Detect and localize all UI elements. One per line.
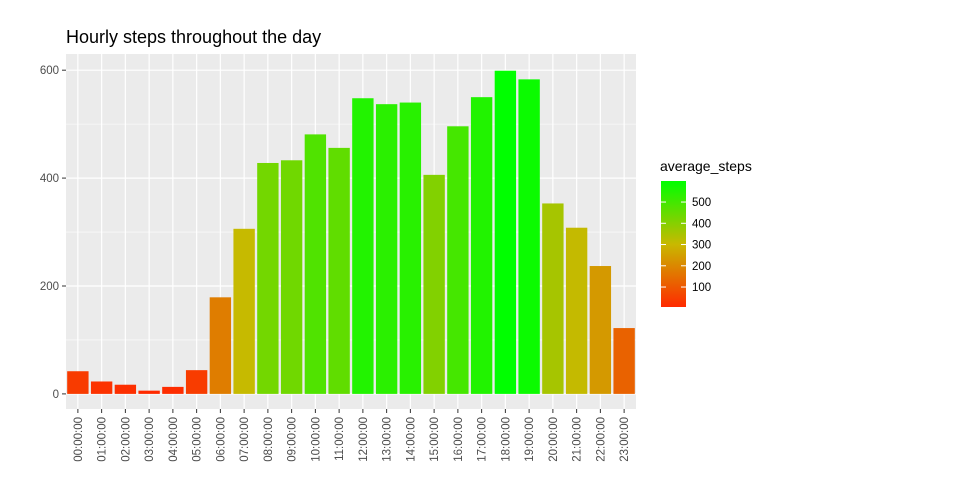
bar-23:00:00 [613,328,635,394]
bar-00:00:00 [67,371,89,394]
x-tick-label: 10:00:00 [310,417,322,462]
x-tick-label: 13:00:00 [382,417,394,462]
x-tick-label: 11:00:00 [334,417,346,461]
y-tick-label: 600 [40,65,59,77]
x-tick-label: 03:00:00 [144,417,156,462]
legend-tick-label: 400 [692,218,711,230]
bar-16:00:00 [447,126,469,394]
bar-08:00:00 [257,162,279,394]
x-tick-label: 16:00:00 [453,417,465,462]
x-tick-label: 06:00:00 [215,417,227,462]
bar-01:00:00 [90,381,113,394]
x-tick-label: 04:00:00 [168,417,180,462]
bar-14:00:00 [399,102,422,394]
bar-04:00:00 [162,386,184,394]
x-tick-label: 01:00:00 [97,417,109,462]
x-tick-label: 09:00:00 [287,417,299,462]
bar-03:00:00 [138,390,160,394]
x-tick-label: 15:00:00 [429,417,441,462]
bar-22:00:00 [589,266,612,394]
bar-06:00:00 [209,297,232,394]
x-tick-label: 05:00:00 [192,417,204,462]
bar-11:00:00 [328,147,350,394]
bar-21:00:00 [565,227,588,394]
x-axis: 00:00:00 01:00:00 02:00:00 03:00:00 04:00:00… [73,409,631,462]
bar-20:00:00 [542,203,564,394]
x-tick-label: 23:00:00 [619,417,631,462]
x-tick-label: 07:00:00 [239,417,251,462]
legend: average_steps 100 200 300 400 500 [660,158,752,307]
legend-ticks: 100 200 300 400 500 [661,197,711,294]
legend-tick-label: 500 [692,197,711,209]
bar-19:00:00 [518,79,540,394]
bar-17:00:00 [470,97,493,394]
bar-18:00:00 [494,70,517,394]
y-axis: 0 200 400 600 [40,65,66,401]
x-tick-label: 17:00:00 [477,417,489,462]
bar-02:00:00 [114,384,137,394]
bars [67,70,635,394]
y-tick-label: 400 [40,173,59,185]
y-tick-label: 0 [53,389,59,401]
legend-tick-label: 200 [692,261,711,273]
bar-15:00:00 [423,174,445,394]
x-tick-label: 18:00:00 [500,417,512,462]
x-tick-label: 22:00:00 [595,417,607,462]
x-tick-label: 12:00:00 [358,417,370,462]
bar-09:00:00 [280,160,303,394]
legend-colorbar [661,181,686,307]
x-tick-label: 19:00:00 [524,417,536,462]
legend-tick-label: 100 [692,282,711,294]
x-tick-label: 14:00:00 [405,417,417,462]
x-tick-label: 08:00:00 [263,417,275,462]
x-tick-label: 21:00:00 [572,417,584,462]
bar-10:00:00 [304,134,327,394]
legend-tick-label: 300 [692,240,711,252]
chart-title: Hourly steps throughout the day [66,27,321,47]
bar-05:00:00 [185,370,208,394]
y-tick-label: 200 [40,281,59,293]
x-tick-label: 02:00:00 [120,417,132,462]
x-tick-label: 00:00:00 [73,417,85,462]
bar-07:00:00 [233,228,255,394]
panel-background [66,54,636,409]
bar-13:00:00 [375,104,398,394]
legend-title: average_steps [660,158,752,174]
x-tick-label: 20:00:00 [548,417,560,462]
bar-12:00:00 [352,98,374,394]
